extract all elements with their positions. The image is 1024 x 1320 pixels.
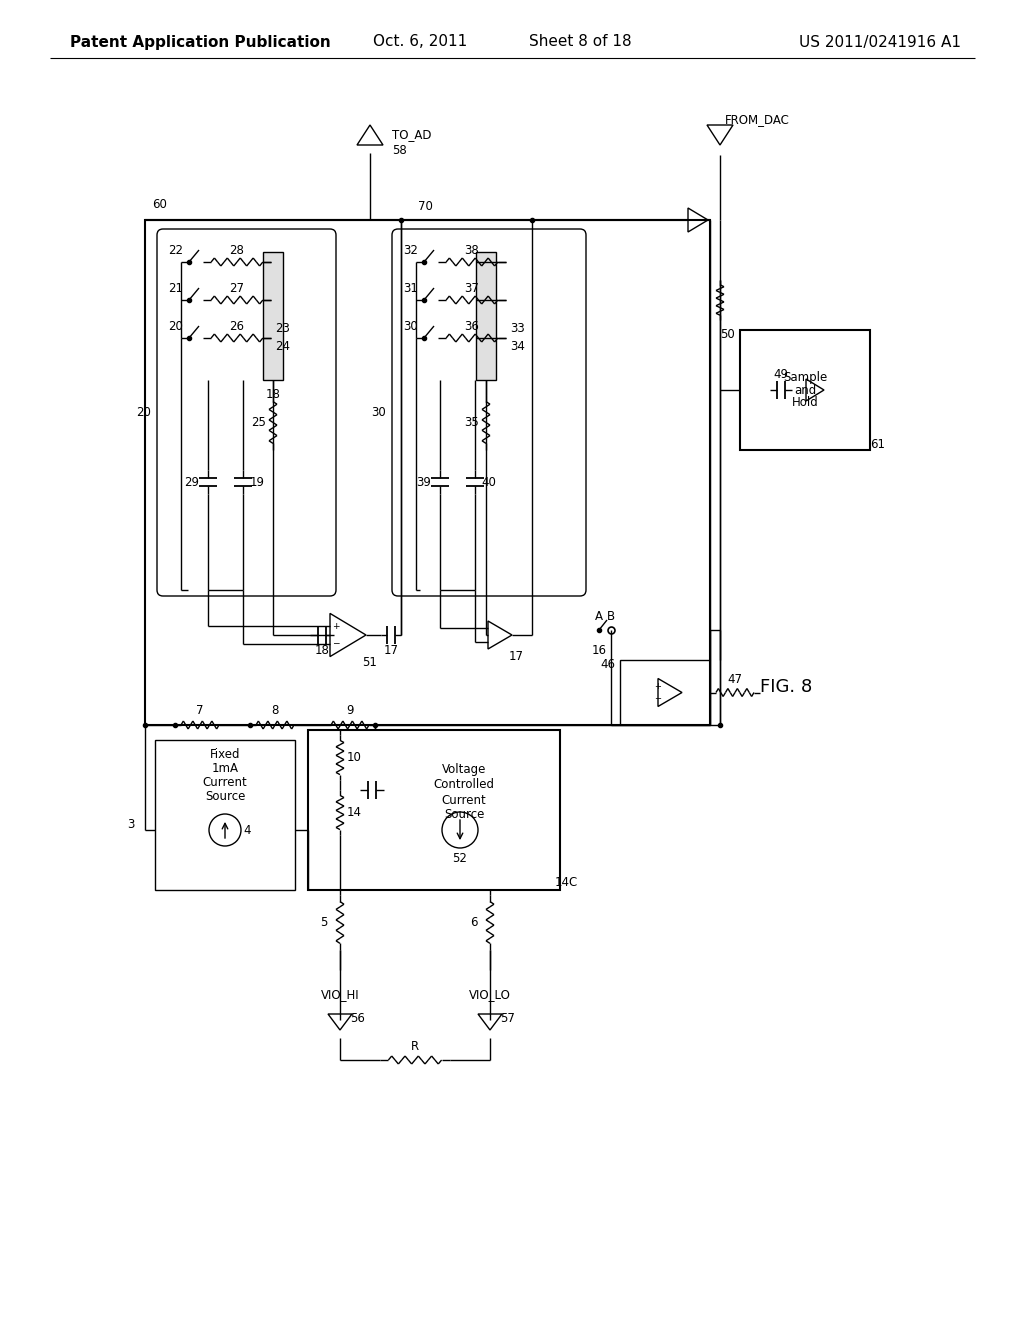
- Bar: [620, 660, 710, 725]
- Text: 61: 61: [870, 438, 886, 451]
- Text: 14: 14: [346, 807, 361, 818]
- Polygon shape: [328, 1014, 352, 1030]
- Text: 30: 30: [403, 319, 419, 333]
- Text: 51: 51: [362, 656, 378, 669]
- Polygon shape: [488, 620, 512, 649]
- Text: Sheet 8 of 18: Sheet 8 of 18: [528, 34, 632, 49]
- Text: −: −: [332, 639, 340, 648]
- Text: 5: 5: [321, 916, 328, 929]
- Text: 25: 25: [252, 416, 266, 429]
- Polygon shape: [688, 209, 708, 232]
- Polygon shape: [478, 1014, 502, 1030]
- Bar: [740, 330, 870, 450]
- Text: 8: 8: [271, 705, 279, 718]
- Text: 21: 21: [169, 281, 183, 294]
- Text: 19: 19: [250, 475, 264, 488]
- Text: R: R: [411, 1040, 419, 1053]
- Text: Source: Source: [205, 791, 245, 804]
- Text: FROM_DAC: FROM_DAC: [725, 114, 790, 127]
- Bar: [145, 220, 710, 725]
- Text: 27: 27: [229, 281, 245, 294]
- Text: Patent Application Publication: Patent Application Publication: [70, 34, 331, 49]
- Text: 40: 40: [481, 475, 497, 488]
- Text: −: −: [654, 694, 662, 704]
- Polygon shape: [357, 125, 383, 145]
- Text: Controlled: Controlled: [433, 779, 495, 792]
- Text: 35: 35: [465, 416, 479, 429]
- Text: 24: 24: [275, 339, 291, 352]
- Text: 26: 26: [229, 319, 245, 333]
- Text: 34: 34: [511, 339, 525, 352]
- Text: Current: Current: [203, 776, 248, 789]
- Text: 31: 31: [403, 281, 419, 294]
- Text: 18: 18: [265, 388, 281, 400]
- Text: 16: 16: [592, 644, 606, 656]
- Text: 60: 60: [153, 198, 168, 211]
- Text: 18: 18: [314, 644, 330, 657]
- Text: 50: 50: [720, 329, 735, 342]
- Text: +: +: [332, 623, 340, 631]
- Text: 17: 17: [384, 644, 398, 657]
- Bar: [308, 730, 560, 890]
- Text: 39: 39: [417, 475, 431, 488]
- Text: VIO_LO: VIO_LO: [469, 989, 511, 1002]
- Text: US 2011/0241916 A1: US 2011/0241916 A1: [799, 34, 961, 49]
- Text: 14C: 14C: [554, 875, 578, 888]
- Text: Fixed: Fixed: [210, 748, 241, 762]
- Polygon shape: [658, 678, 682, 706]
- Bar: [476, 252, 496, 380]
- Text: 38: 38: [465, 243, 479, 256]
- Text: 22: 22: [169, 243, 183, 256]
- Text: Oct. 6, 2011: Oct. 6, 2011: [373, 34, 467, 49]
- Text: 10: 10: [346, 751, 361, 764]
- Text: +: +: [654, 682, 662, 690]
- Bar: [155, 741, 295, 890]
- Text: 9: 9: [346, 705, 353, 718]
- Text: TO_AD: TO_AD: [392, 128, 431, 141]
- Text: 6: 6: [470, 916, 478, 929]
- Text: 20: 20: [169, 319, 183, 333]
- Text: Hold: Hold: [792, 396, 818, 408]
- Polygon shape: [330, 614, 366, 656]
- Text: VIO_HI: VIO_HI: [321, 989, 359, 1002]
- Text: 28: 28: [229, 243, 245, 256]
- Text: 46: 46: [600, 659, 615, 672]
- Text: 4: 4: [244, 824, 251, 837]
- Text: Voltage: Voltage: [441, 763, 486, 776]
- Text: Current: Current: [441, 793, 486, 807]
- Text: 47: 47: [727, 673, 742, 686]
- Circle shape: [442, 812, 478, 847]
- Text: 30: 30: [372, 407, 386, 418]
- Text: 37: 37: [465, 281, 479, 294]
- Polygon shape: [707, 125, 733, 145]
- Text: 56: 56: [350, 1011, 366, 1024]
- Text: 70: 70: [418, 199, 432, 213]
- Text: 3: 3: [128, 818, 135, 832]
- Text: 7: 7: [197, 705, 204, 718]
- Polygon shape: [806, 379, 824, 401]
- Text: Sample: Sample: [783, 371, 827, 384]
- Text: 32: 32: [403, 243, 419, 256]
- Text: 52: 52: [453, 851, 467, 865]
- Text: 49: 49: [773, 368, 788, 381]
- Text: 20: 20: [136, 407, 151, 418]
- Bar: [263, 252, 283, 380]
- Text: 29: 29: [184, 475, 200, 488]
- Text: 1mA: 1mA: [212, 763, 239, 776]
- Circle shape: [209, 814, 241, 846]
- Text: 58: 58: [392, 144, 407, 157]
- Text: Source: Source: [443, 808, 484, 821]
- Text: FIG. 8: FIG. 8: [760, 678, 812, 697]
- Text: A: A: [595, 610, 603, 623]
- Text: 57: 57: [501, 1011, 515, 1024]
- Text: 36: 36: [465, 319, 479, 333]
- Text: B: B: [607, 610, 615, 623]
- Text: and: and: [794, 384, 816, 396]
- Text: 17: 17: [509, 651, 523, 664]
- Text: 23: 23: [275, 322, 291, 334]
- Text: 33: 33: [511, 322, 525, 334]
